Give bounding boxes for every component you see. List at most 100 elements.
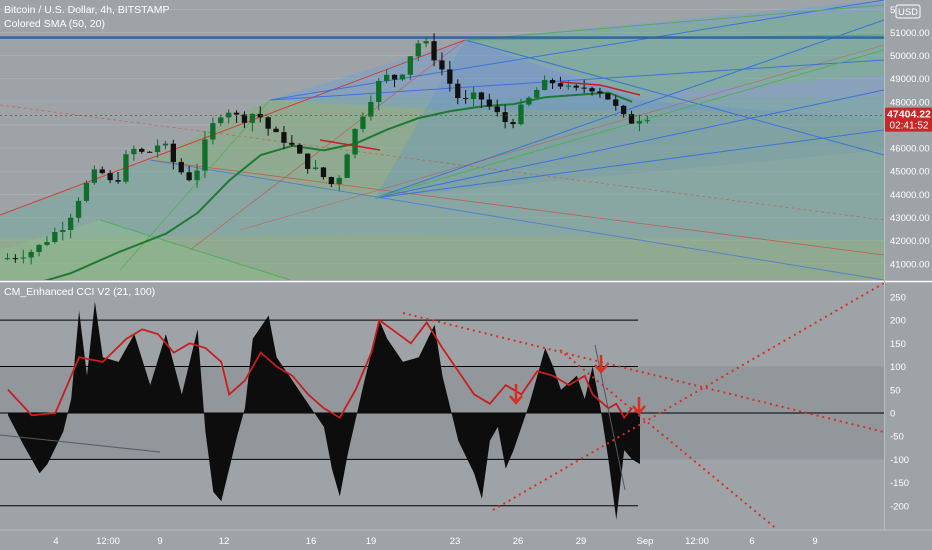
candle-body	[170, 143, 176, 163]
time-tick-label: 16	[306, 536, 317, 547]
candle-body	[154, 145, 161, 153]
candle-body	[605, 93, 611, 100]
fan-zone-blue-lower	[0, 150, 884, 240]
candle-body	[218, 117, 224, 124]
candle-body	[613, 99, 619, 106]
candle-body	[502, 112, 508, 123]
cci-tick-label: -150	[890, 478, 909, 489]
arrow-down-icon	[509, 355, 646, 415]
trendline-grey	[0, 434, 161, 453]
fan-zone-green	[0, 97, 884, 280]
candle-body	[202, 139, 208, 171]
candle-body	[549, 79, 556, 84]
time-tick-label: 26	[513, 536, 524, 547]
candle-body	[241, 114, 248, 123]
candle-body	[455, 83, 461, 99]
candle-body	[289, 142, 295, 145]
pitchfork-fan-drawing[interactable]	[0, 0, 884, 280]
candle-body	[636, 121, 643, 124]
candle-body	[147, 151, 153, 153]
trendline-dotted	[402, 312, 884, 433]
price-tag-value: 47404.22	[887, 109, 931, 121]
red-sma-segment	[559, 81, 641, 96]
candle-body	[20, 257, 26, 259]
currency-label: USD	[898, 7, 918, 18]
time-tick-label: 19	[366, 536, 377, 547]
cci-axis[interactable]: 250 200 150 100 50 0 -50 -100 -150 -200	[890, 292, 909, 512]
sma-indicator-label[interactable]: Colored SMA (50, 20)	[4, 18, 105, 30]
fan-line	[189, 39, 466, 251]
fan-line	[464, 39, 884, 156]
candle-body	[494, 106, 500, 113]
candle-body	[431, 41, 437, 61]
pitchfork-line	[0, 104, 884, 221]
candle-body	[186, 172, 192, 181]
cci-indicator-label[interactable]: CM_Enhanced CCI V2 (21, 100)	[4, 286, 155, 298]
candle-body	[352, 128, 358, 155]
fan-line	[374, 49, 884, 199]
candle-body	[557, 83, 564, 87]
fan-line	[149, 159, 884, 280]
price-pane[interactable]	[0, 0, 884, 292]
candle-body	[407, 56, 413, 75]
candle-body	[249, 113, 255, 123]
candle-body	[131, 148, 137, 155]
candle-body	[336, 177, 342, 185]
time-tick-label: 23	[450, 536, 461, 547]
candle-body	[320, 167, 327, 178]
last-price-tag: 47404.22 02:41:52	[885, 107, 932, 132]
symbol-title: Bitcoin / U.S. Dollar, 4h, BITSTAMP	[4, 4, 170, 16]
candle-body	[312, 167, 319, 169]
candle-body	[328, 177, 334, 185]
fan-zone-green-lower	[0, 220, 290, 280]
price-tick-label: 52	[890, 5, 901, 16]
candle-body	[581, 87, 587, 89]
fan-line	[374, 89, 884, 199]
cci-trend-drawings[interactable]	[0, 283, 884, 540]
candle-body	[60, 229, 66, 232]
candle-body	[534, 89, 540, 98]
candle-body	[415, 43, 421, 57]
candle-body	[542, 79, 548, 90]
cci-tick-label: 200	[890, 316, 906, 327]
cci-tick-label: 250	[890, 292, 906, 303]
candle-body	[265, 117, 271, 129]
fan-line	[374, 129, 884, 199]
candle-body	[518, 104, 524, 125]
candle-body	[399, 74, 406, 80]
price-tick-label: 51000.00	[890, 28, 930, 39]
fan-line	[269, 0, 884, 101]
time-tick-label: 29	[576, 536, 587, 547]
candle-body	[115, 180, 121, 182]
candle-body	[360, 116, 366, 129]
candle-body	[273, 128, 279, 133]
candle-body	[162, 143, 169, 146]
candle-body	[99, 169, 105, 174]
price-tick-label: 46000.00	[890, 144, 930, 155]
candle-body	[384, 74, 390, 81]
candle-body	[644, 120, 650, 122]
candle-body	[526, 97, 532, 105]
candle-body	[344, 154, 350, 178]
fan-line	[239, 44, 884, 231]
fan-line	[464, 4, 884, 41]
candle-body	[12, 258, 18, 260]
cci-pane[interactable]	[0, 283, 884, 540]
currency-badge-frame	[895, 4, 921, 19]
cci-tick-label: -100	[890, 455, 909, 466]
trendline-dotted	[559, 349, 779, 529]
candle-body	[621, 105, 627, 115]
currency-badge[interactable]: USD	[895, 4, 921, 19]
time-axis[interactable]: 4 12:00 9 12 16 19 23 26 29 Sep 12:00 6 9	[53, 536, 817, 547]
candle-body	[178, 162, 184, 173]
cci-signal-line	[7, 318, 633, 420]
candle-body	[305, 153, 311, 169]
time-tick-label: Sep	[637, 536, 654, 547]
cci-tick-label: 100	[890, 362, 906, 373]
time-tick-label: 12:00	[96, 536, 120, 547]
price-tag-countdown: 02:41:52	[890, 121, 929, 132]
candle-body	[123, 154, 129, 182]
candle-body	[107, 173, 113, 181]
candle-body	[36, 244, 42, 252]
